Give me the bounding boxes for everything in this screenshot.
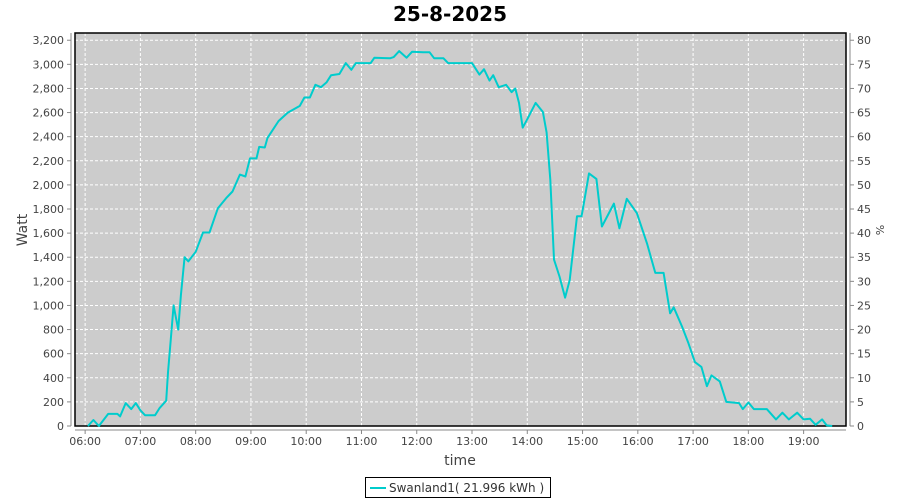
y-tick-label: 1,600 bbox=[33, 227, 65, 240]
y2-tick-label: 60 bbox=[857, 131, 871, 144]
y-tick-label: 2,000 bbox=[33, 179, 65, 192]
y2-tick-label: 55 bbox=[857, 155, 871, 168]
y-tick-label: 800 bbox=[43, 324, 64, 337]
y-tick-label: 2,600 bbox=[33, 107, 65, 120]
y2-tick-label: 15 bbox=[857, 348, 871, 361]
y-tick-label: 2,400 bbox=[33, 131, 65, 144]
series-line bbox=[87, 50, 833, 427]
plot-area bbox=[75, 33, 846, 426]
x-tick-label: 12:00 bbox=[401, 435, 433, 448]
y-tick-label: 600 bbox=[43, 348, 64, 361]
x-tick-label: 13:00 bbox=[456, 435, 488, 448]
y-axis-label: Watt bbox=[15, 213, 31, 246]
x-tick-label: 17:00 bbox=[677, 435, 709, 448]
y2-tick-label: 50 bbox=[857, 179, 871, 192]
x-tick-label: 11:00 bbox=[346, 435, 378, 448]
y-tick-label: 200 bbox=[43, 396, 64, 409]
y2-tick-label: 10 bbox=[857, 372, 871, 385]
chart-title: 25-8-2025 bbox=[392, 2, 507, 26]
y2-axis-label: % bbox=[874, 225, 887, 235]
x-tick-label: 06:00 bbox=[69, 435, 101, 448]
y-tick-label: 2,800 bbox=[33, 82, 65, 95]
y-tick-label: 1,400 bbox=[33, 251, 65, 264]
y2-tick-label: 70 bbox=[857, 82, 871, 95]
x-tick-label: 19:00 bbox=[788, 435, 820, 448]
x-tick-label: 14:00 bbox=[511, 435, 543, 448]
y-tick-label: 1,200 bbox=[33, 275, 65, 288]
x-axis-label: time bbox=[444, 453, 476, 469]
y-tick-label: 1,800 bbox=[33, 203, 65, 216]
plot-border bbox=[74, 32, 847, 427]
y2-tick-label: 20 bbox=[857, 324, 871, 337]
y2-tick-label: 65 bbox=[857, 107, 871, 120]
x-tick-label: 10:00 bbox=[290, 435, 322, 448]
y2-tick-label: 35 bbox=[857, 251, 871, 264]
x-tick-label: 16:00 bbox=[622, 435, 654, 448]
x-tick-label: 09:00 bbox=[235, 435, 267, 448]
y-tick-label: 1,000 bbox=[33, 299, 65, 312]
y2-tick-label: 0 bbox=[857, 420, 864, 433]
x-tick-label: 18:00 bbox=[733, 435, 765, 448]
x-tick-label: 08:00 bbox=[180, 435, 212, 448]
x-tick-label: 07:00 bbox=[125, 435, 157, 448]
y2-tick-label: 25 bbox=[857, 299, 871, 312]
y-tick-label: 3,200 bbox=[33, 34, 65, 47]
y-tick-label: 400 bbox=[43, 372, 64, 385]
legend-label: Swanland1( 21.996 kWh ) bbox=[389, 480, 545, 495]
legend-swatch bbox=[370, 486, 386, 489]
y2-tick-label: 75 bbox=[857, 58, 871, 71]
x-tick-label: 15:00 bbox=[567, 435, 599, 448]
y2-tick-label: 30 bbox=[857, 275, 871, 288]
y2-tick-label: 5 bbox=[857, 396, 864, 409]
y2-tick-label: 40 bbox=[857, 227, 871, 240]
y2-tick-label: 45 bbox=[857, 203, 871, 216]
legend: Swanland1( 21.996 kWh ) bbox=[365, 477, 552, 498]
y2-tick-label: 80 bbox=[857, 34, 871, 47]
y-tick-label: 2,200 bbox=[33, 155, 65, 168]
y-tick-label: 0 bbox=[57, 420, 64, 433]
y-tick-label: 3,000 bbox=[33, 58, 65, 71]
